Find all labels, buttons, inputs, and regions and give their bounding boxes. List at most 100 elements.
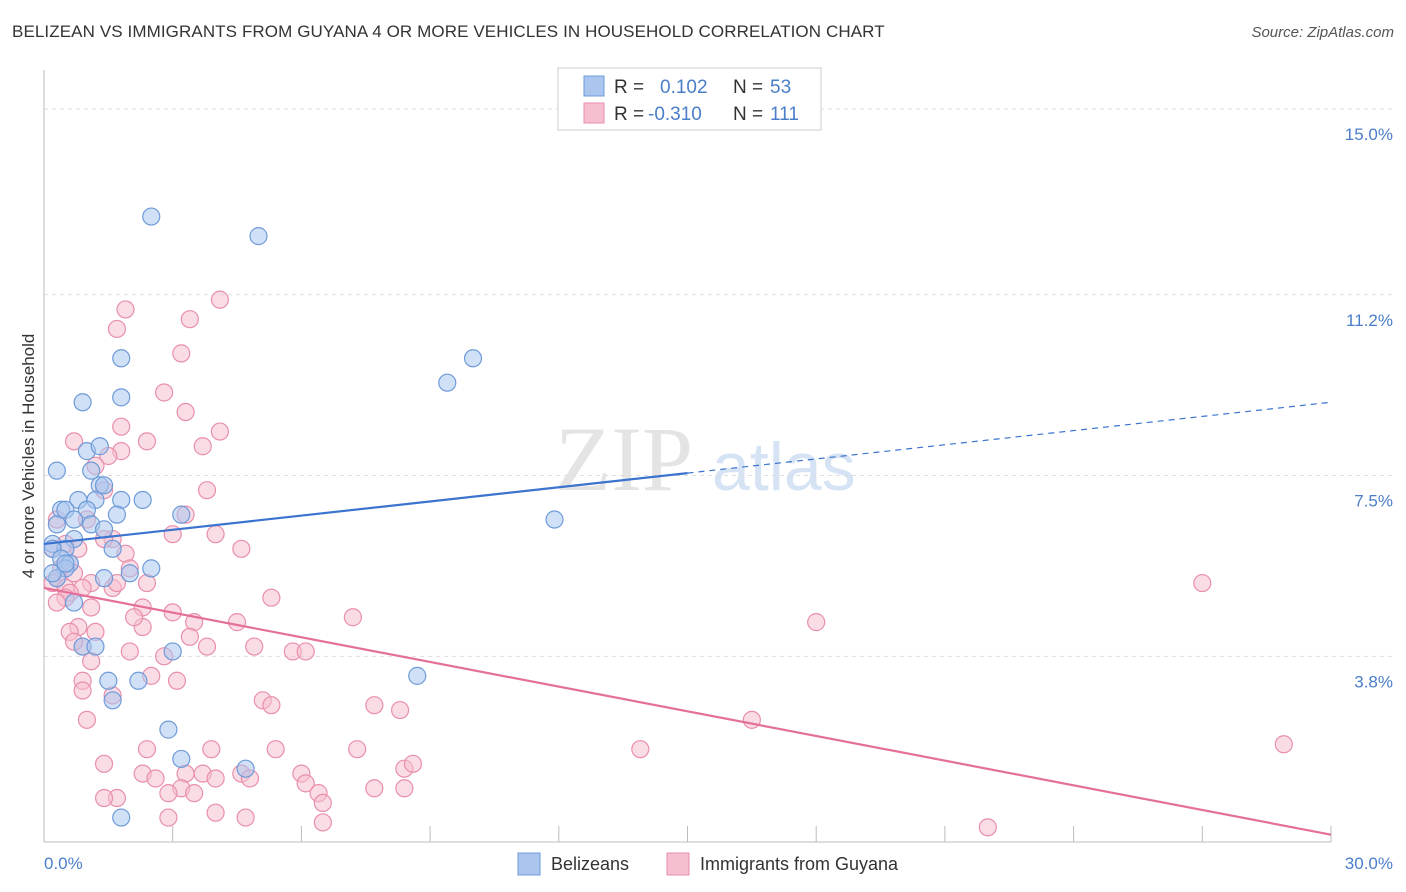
guyana-point <box>137 740 157 759</box>
legend-n-label-1: N = <box>733 104 763 125</box>
grid <box>44 108 1393 657</box>
guyana-point <box>77 710 97 729</box>
guyana-point <box>365 779 384 798</box>
guyana-point <box>236 808 255 827</box>
belizean-point <box>94 569 114 588</box>
belizean-point <box>112 388 131 407</box>
belizean-point <box>120 564 139 583</box>
belizean-point <box>47 461 66 480</box>
guyana-point <box>631 740 650 759</box>
guyana-point <box>137 432 157 451</box>
series-immigrants-from-guyana <box>43 290 1293 837</box>
guyana-point <box>206 803 225 822</box>
guyana-point <box>978 818 997 837</box>
guyana-point <box>206 525 225 544</box>
guyana-point <box>120 642 139 661</box>
y-axis-label: 4 or more Vehicles in Household <box>19 334 38 579</box>
legend-r-label-1: R = <box>614 104 644 125</box>
guyana-point <box>395 779 414 798</box>
belizean-point <box>142 207 161 226</box>
guyana-point <box>94 788 114 808</box>
guyana-point <box>172 344 191 363</box>
guyana-point <box>124 608 144 627</box>
legend-n-label-0: N = <box>733 77 763 98</box>
guyana-point <box>262 588 281 607</box>
belizean-point <box>545 510 564 529</box>
belizean-point <box>82 461 101 480</box>
y-tick-label: 3.8% <box>1354 672 1393 691</box>
belizean-point <box>43 564 62 583</box>
guyana-point <box>155 383 174 402</box>
guyana-point <box>73 681 92 700</box>
belizean-point <box>64 593 84 612</box>
bottom-legend: Belizeans Immigrants from Guyana <box>517 852 899 876</box>
series-belizeans <box>43 207 564 827</box>
belizean-trend-line <box>43 472 688 546</box>
guyana-point <box>227 613 247 632</box>
guyana-point <box>296 642 315 661</box>
guyana-point <box>245 637 264 656</box>
chart-title: BELIZEAN VS IMMIGRANTS FROM GUYANA 4 OR … <box>12 22 885 41</box>
guyana-point <box>348 740 367 759</box>
guyana-point <box>176 402 195 422</box>
legend-r-value-1: -0.310 <box>648 104 702 125</box>
y-tick-label: 15.0% <box>1345 125 1393 144</box>
belizean-point <box>112 808 131 827</box>
belizean-point <box>463 349 483 368</box>
guyana-point <box>313 793 332 813</box>
bottom-legend-swatch-guyana <box>666 852 690 876</box>
source-label: Source: ZipAtlas.com <box>1251 24 1394 41</box>
guyana-point <box>159 784 178 803</box>
guyana-point <box>47 593 66 612</box>
guyana-point <box>343 608 362 627</box>
belizean-point <box>172 749 191 769</box>
legend: R = 0.102 N = 53 R = -0.310 N = 111 <box>557 67 822 131</box>
belizean-point <box>90 437 109 456</box>
guyana-trend-line <box>43 586 1332 836</box>
belizean-point <box>172 505 191 524</box>
y-tick-label: 11.2% <box>1346 311 1393 330</box>
belizean-point <box>94 520 114 539</box>
belizean-point <box>107 505 127 524</box>
belizean-point <box>408 666 427 685</box>
trend-lines <box>43 401 1332 836</box>
belizean-point <box>159 720 178 739</box>
belizean-point <box>64 510 84 529</box>
belizean-point <box>142 559 161 578</box>
guyana-point <box>107 319 127 339</box>
belizean-point <box>47 515 66 534</box>
guyana-point <box>197 637 217 656</box>
watermark-zip: ZIP <box>555 408 693 510</box>
belizean-point <box>56 554 75 573</box>
belizean-point <box>438 373 457 392</box>
legend-r-label-0: R = <box>614 77 644 98</box>
belizean-point <box>103 539 122 558</box>
guyana-point <box>210 290 229 309</box>
guyana-point <box>197 481 217 500</box>
legend-n-value-0: 53 <box>770 77 791 98</box>
guyana-point <box>112 417 131 436</box>
guyana-point <box>313 813 332 832</box>
belizean-point <box>94 476 114 495</box>
guyana-point <box>210 422 229 441</box>
guyana-point <box>94 754 114 773</box>
guyana-point <box>403 754 423 773</box>
belizean-point <box>163 642 182 661</box>
belizean-point <box>86 637 105 656</box>
belizean-point <box>129 671 148 690</box>
guyana-point <box>193 437 212 456</box>
guyana-point <box>262 696 281 715</box>
guyana-point <box>64 432 84 451</box>
guyana-point <box>365 696 384 715</box>
x-tick-label-1: 30.0% <box>1345 854 1393 873</box>
belizean-point <box>103 691 122 710</box>
bottom-legend-label-guyana: Immigrants from Guyana <box>700 854 899 874</box>
belizean-point <box>112 349 131 368</box>
guyana-point <box>180 627 199 646</box>
guyana-point <box>167 671 187 690</box>
y-tick-labels: 3.8% 7.5% 11.2% 15.0% <box>1345 125 1393 691</box>
guyana-point <box>390 700 410 720</box>
guyana-point <box>82 598 101 617</box>
guyana-point <box>1193 573 1212 593</box>
